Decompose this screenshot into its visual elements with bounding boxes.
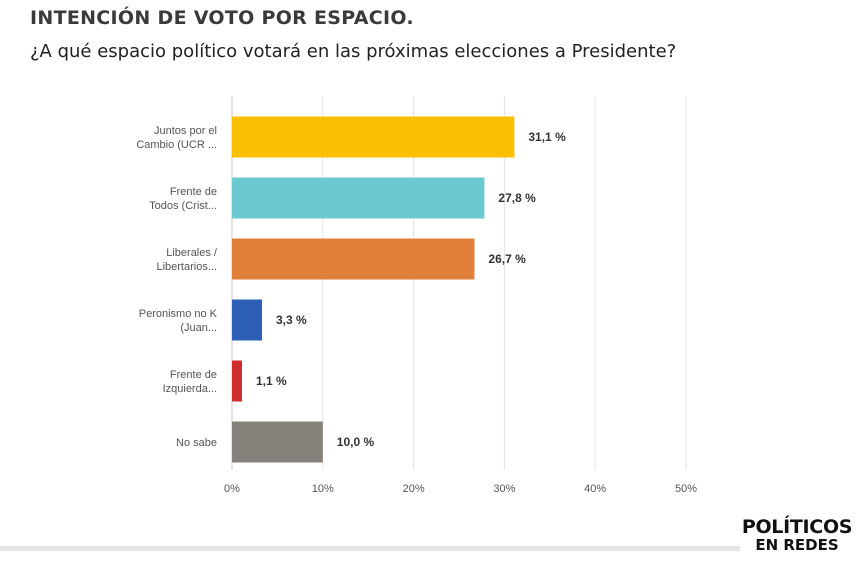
bar	[232, 421, 323, 463]
data-label: 1,1 %	[256, 374, 287, 388]
x-tick-label: 10%	[312, 483, 334, 495]
data-label: 27,8 %	[498, 191, 536, 205]
category-label: Cambio (UCR ...	[136, 139, 217, 151]
x-tick-label: 50%	[675, 483, 697, 495]
footer-divider	[0, 546, 740, 551]
x-tick-label: 20%	[403, 483, 425, 495]
data-label: 10,0 %	[337, 435, 375, 449]
bar	[232, 360, 242, 402]
category-label: Juntos por el	[154, 125, 217, 137]
category-label: Peronismo no K	[139, 308, 218, 320]
category-label: No sabe	[176, 437, 217, 449]
chart-subtitle: ¿A qué espacio político votará en las pr…	[30, 41, 677, 62]
bar	[232, 177, 485, 219]
politicos-en-redes-logo: POLÍTICOS EN REDES	[738, 518, 856, 553]
category-label: Izquierda...	[163, 383, 217, 395]
data-label: 3,3 %	[276, 313, 307, 327]
data-label: 31,1 %	[528, 130, 566, 144]
category-label: Liberales /	[166, 247, 218, 259]
bar	[232, 238, 475, 280]
logo-text-bottom: EN REDES	[755, 536, 839, 554]
bar	[232, 299, 262, 341]
category-label: Frente de	[170, 186, 217, 198]
x-tick-label: 0%	[224, 483, 240, 495]
x-tick-label: 30%	[493, 483, 515, 495]
logo-text-top: POLÍTICOS	[741, 516, 853, 538]
category-label: Todos (Crist...	[149, 200, 217, 212]
bar	[232, 116, 515, 158]
category-label: Frente de	[170, 369, 217, 381]
data-label: 26,7 %	[488, 252, 526, 266]
category-label: (Juan...	[180, 322, 217, 334]
chart-title: INTENCIÓN DE VOTO POR ESPACIO.	[30, 7, 414, 29]
x-tick-label: 40%	[584, 483, 606, 495]
category-label: Libertarios...	[156, 261, 217, 273]
